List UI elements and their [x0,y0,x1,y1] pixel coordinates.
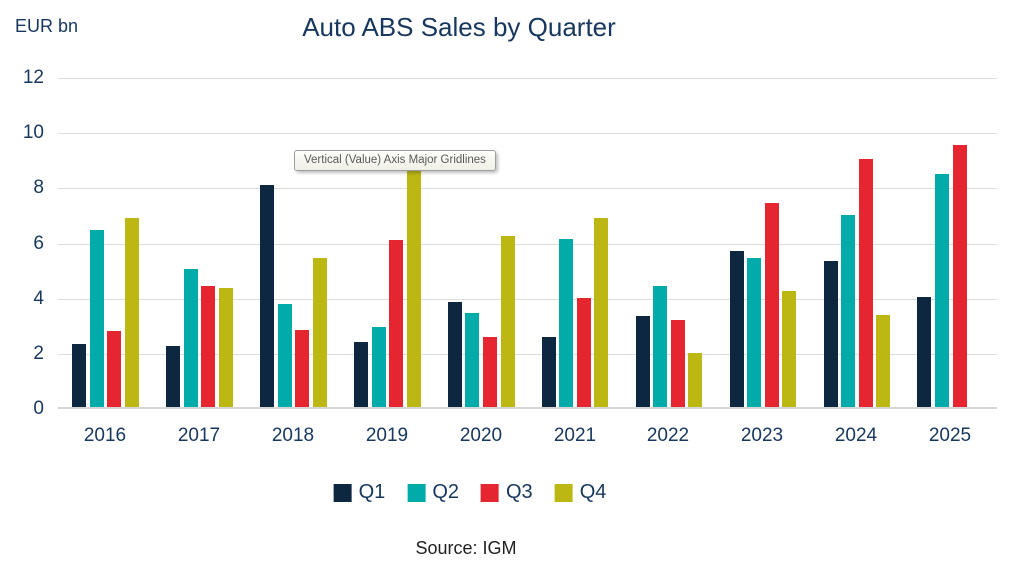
x-tick-label-2023: 2023 [740,425,784,446]
bar-q2-2019[interactable] [372,327,386,407]
y-tick-label-8: 8 [33,177,44,198]
bar-q1-2018[interactable] [260,185,274,407]
bar-q4-2021[interactable] [594,218,608,407]
chart-title[interactable]: Auto ABS Sales by Quarter [302,12,616,42]
y-tick-label-6: 6 [33,233,44,254]
bar-q1-2020[interactable] [448,302,462,407]
bar-q2-2020[interactable] [465,313,479,407]
x-tick-label-2019: 2019 [365,425,409,446]
bar-q2-2024[interactable] [841,215,855,407]
legend-swatch-q4 [554,483,573,502]
bar-q3-2021[interactable] [577,298,591,407]
x-tick-label-2024: 2024 [834,425,878,446]
x-tick-label-2017: 2017 [177,425,221,446]
x-tick-label-2025: 2025 [928,425,972,446]
legend-label-q3: Q3 [506,481,533,503]
bar-q4-2024[interactable] [876,315,890,407]
bar-q3-2024[interactable] [859,159,873,407]
bar-q3-2019[interactable] [389,240,403,407]
bar-q3-2025[interactable] [953,145,967,407]
bar-q4-2016[interactable] [125,218,139,407]
bar-q1-2024[interactable] [824,261,838,407]
legend-swatch-q3 [481,483,499,502]
y-tick-label-2: 2 [33,343,44,364]
gridlines-tooltip: Vertical (Value) Axis Major Gridlines [294,150,496,171]
y-tick-label-12: 12 [22,67,44,88]
bar-q4-2018[interactable] [313,258,327,407]
bar-q1-2023[interactable] [730,251,744,407]
gridline-8[interactable] [58,188,997,189]
plot-area[interactable] [58,78,997,409]
bar-q3-2020[interactable] [483,337,497,407]
legend-item-q1[interactable]: Q1 [333,481,386,504]
x-tick-label-2018: 2018 [271,425,315,446]
x-axis[interactable]: 2016 2017 2018 2019 2020 2021 2022 2023 2024 2025 [58,425,997,451]
legend-label-q1: Q1 [358,481,386,503]
legend-swatch-q1 [333,483,352,502]
gridline-2[interactable] [58,354,997,355]
bar-q1-2019[interactable] [354,342,368,407]
bar-q4-2022[interactable] [688,353,702,407]
legend-label-q4: Q4 [579,481,607,503]
bar-q1-2017[interactable] [166,346,180,407]
bar-q3-2017[interactable] [201,286,215,407]
x-tick-label-2016: 2016 [83,425,127,446]
gridline-6[interactable] [58,244,997,245]
bar-q4-2023[interactable] [782,291,796,407]
bar-q2-2018[interactable] [278,304,292,407]
bar-q1-2025[interactable] [917,297,931,407]
y-tick-label-0: 0 [33,398,44,419]
gridline-10[interactable] [58,133,997,134]
y-tick-label-4: 4 [33,288,44,309]
bar-q1-2016[interactable] [72,344,86,407]
x-tick-label-2020: 2020 [459,425,503,446]
legend-item-q2[interactable]: Q2 [407,481,459,504]
legend-swatch-q2 [407,483,426,502]
bar-q4-2020[interactable] [501,236,515,407]
bar-q2-2023[interactable] [747,258,761,407]
y-tick-label-10: 10 [22,122,44,143]
legend-item-q3[interactable]: Q3 [481,481,533,504]
bar-q3-2023[interactable] [765,203,779,407]
gridline-12[interactable] [58,78,997,79]
bar-q2-2016[interactable] [90,230,104,407]
bar-q4-2019[interactable] [407,167,421,407]
bar-q1-2021[interactable] [542,337,556,407]
bar-q1-2022[interactable] [636,316,650,407]
y-axis[interactable]: 0 2 4 6 8 10 12 [0,67,44,419]
legend-item-q4[interactable]: Q4 [554,481,607,504]
bar-q3-2018[interactable] [295,330,309,407]
bar-q2-2022[interactable] [653,286,667,407]
y-axis-units-label: EUR bn [15,16,79,36]
x-tick-label-2021: 2021 [553,425,597,446]
x-axis-line[interactable] [58,407,997,409]
bar-q4-2017[interactable] [219,288,233,407]
bar-q3-2022[interactable] [671,320,685,407]
gridline-4[interactable] [58,299,997,300]
bar-q2-2017[interactable] [184,269,198,407]
legend: Q1 Q2 Q3 Q4 [333,481,607,504]
source-text: Source: IGM [415,538,517,558]
bar-q2-2021[interactable] [559,239,573,407]
x-tick-label-2022: 2022 [646,425,690,446]
bar-q2-2025[interactable] [935,174,949,407]
bar-q3-2016[interactable] [107,331,121,407]
legend-label-q2: Q2 [432,481,459,503]
